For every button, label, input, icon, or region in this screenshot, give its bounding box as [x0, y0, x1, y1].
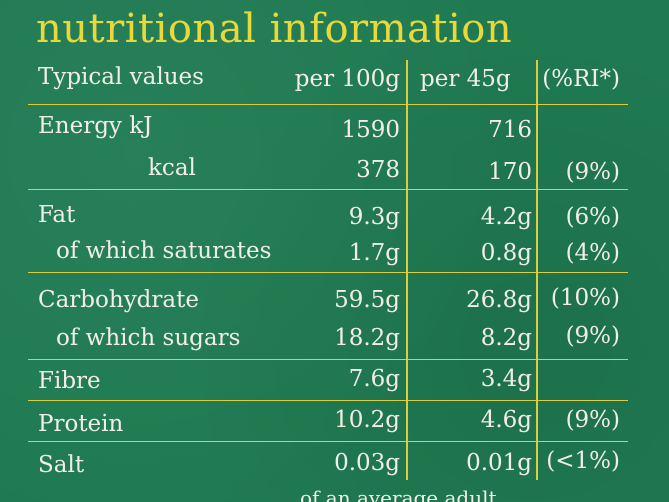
- row-per45: 26.8g: [466, 287, 532, 313]
- nutrition-table: Typical values per 100g per 45g (%RI*) E…: [28, 60, 628, 486]
- row-per45: 0.8g: [480, 240, 532, 266]
- row-per100: 10.2g: [334, 407, 400, 433]
- header-ri: (%RI*): [542, 66, 620, 92]
- row-per45: 170: [488, 159, 532, 185]
- table-row: Fibre 7.6g 3.4g: [28, 360, 628, 401]
- row-per45: 0.01g: [466, 450, 532, 476]
- row-per45: 4.6g: [480, 407, 532, 433]
- row-per45: 716: [488, 117, 532, 143]
- table-row: Fat 9.3g 4.2g (6%) of which saturates 1.…: [28, 190, 628, 273]
- row-per100: 0.03g: [334, 450, 400, 476]
- row-per45: 4.2g: [480, 204, 532, 230]
- row-ri: (<1%): [546, 448, 620, 474]
- row-per45: 3.4g: [480, 366, 532, 392]
- row-per100: 1590: [341, 117, 400, 143]
- row-label: Salt: [38, 452, 85, 478]
- row-per45: 8.2g: [480, 325, 532, 351]
- row-ri: (9%): [565, 159, 620, 185]
- table-row: Energy kJ 1590 716 kcal 378 170 (9%): [28, 105, 628, 190]
- row-ri: (10%): [550, 285, 620, 311]
- table-row: Protein 10.2g 4.6g (9%): [28, 401, 628, 442]
- row-per100: 18.2g: [334, 325, 400, 351]
- row-label: Protein: [38, 411, 124, 437]
- row-ri: (9%): [565, 323, 620, 349]
- row-per100: 7.6g: [348, 366, 400, 392]
- row-ri: (9%): [565, 407, 620, 433]
- header-label: Typical values: [38, 64, 204, 90]
- row-per100: 1.7g: [348, 240, 400, 266]
- page-title: nutritional information: [36, 6, 513, 52]
- header-row: Typical values per 100g per 45g (%RI*): [28, 60, 628, 105]
- header-per100: per 100g: [294, 66, 400, 92]
- row-per100: 9.3g: [348, 204, 400, 230]
- row-per100: 59.5g: [334, 287, 400, 313]
- table-row: Carbohydrate 59.5g 26.8g (10%) of which …: [28, 273, 628, 360]
- row-label: of which saturates: [56, 238, 272, 264]
- row-per100: 378: [356, 157, 400, 183]
- row-label: of which sugars: [56, 325, 241, 351]
- row-label: Fibre: [38, 368, 101, 394]
- column-divider-1: [406, 60, 408, 480]
- column-divider-2: [536, 60, 538, 480]
- row-label: Carbohydrate: [38, 287, 199, 313]
- row-label: Energy kJ: [38, 113, 153, 139]
- row-label: Fat: [38, 202, 76, 228]
- row-ri: (6%): [565, 204, 620, 230]
- header-per45: per 45g: [420, 66, 511, 92]
- table-row: Salt 0.03g 0.01g (<1%): [28, 442, 628, 486]
- footnote: of an average adult: [300, 486, 497, 502]
- row-ri: (4%): [565, 240, 620, 266]
- row-label: kcal: [148, 155, 196, 181]
